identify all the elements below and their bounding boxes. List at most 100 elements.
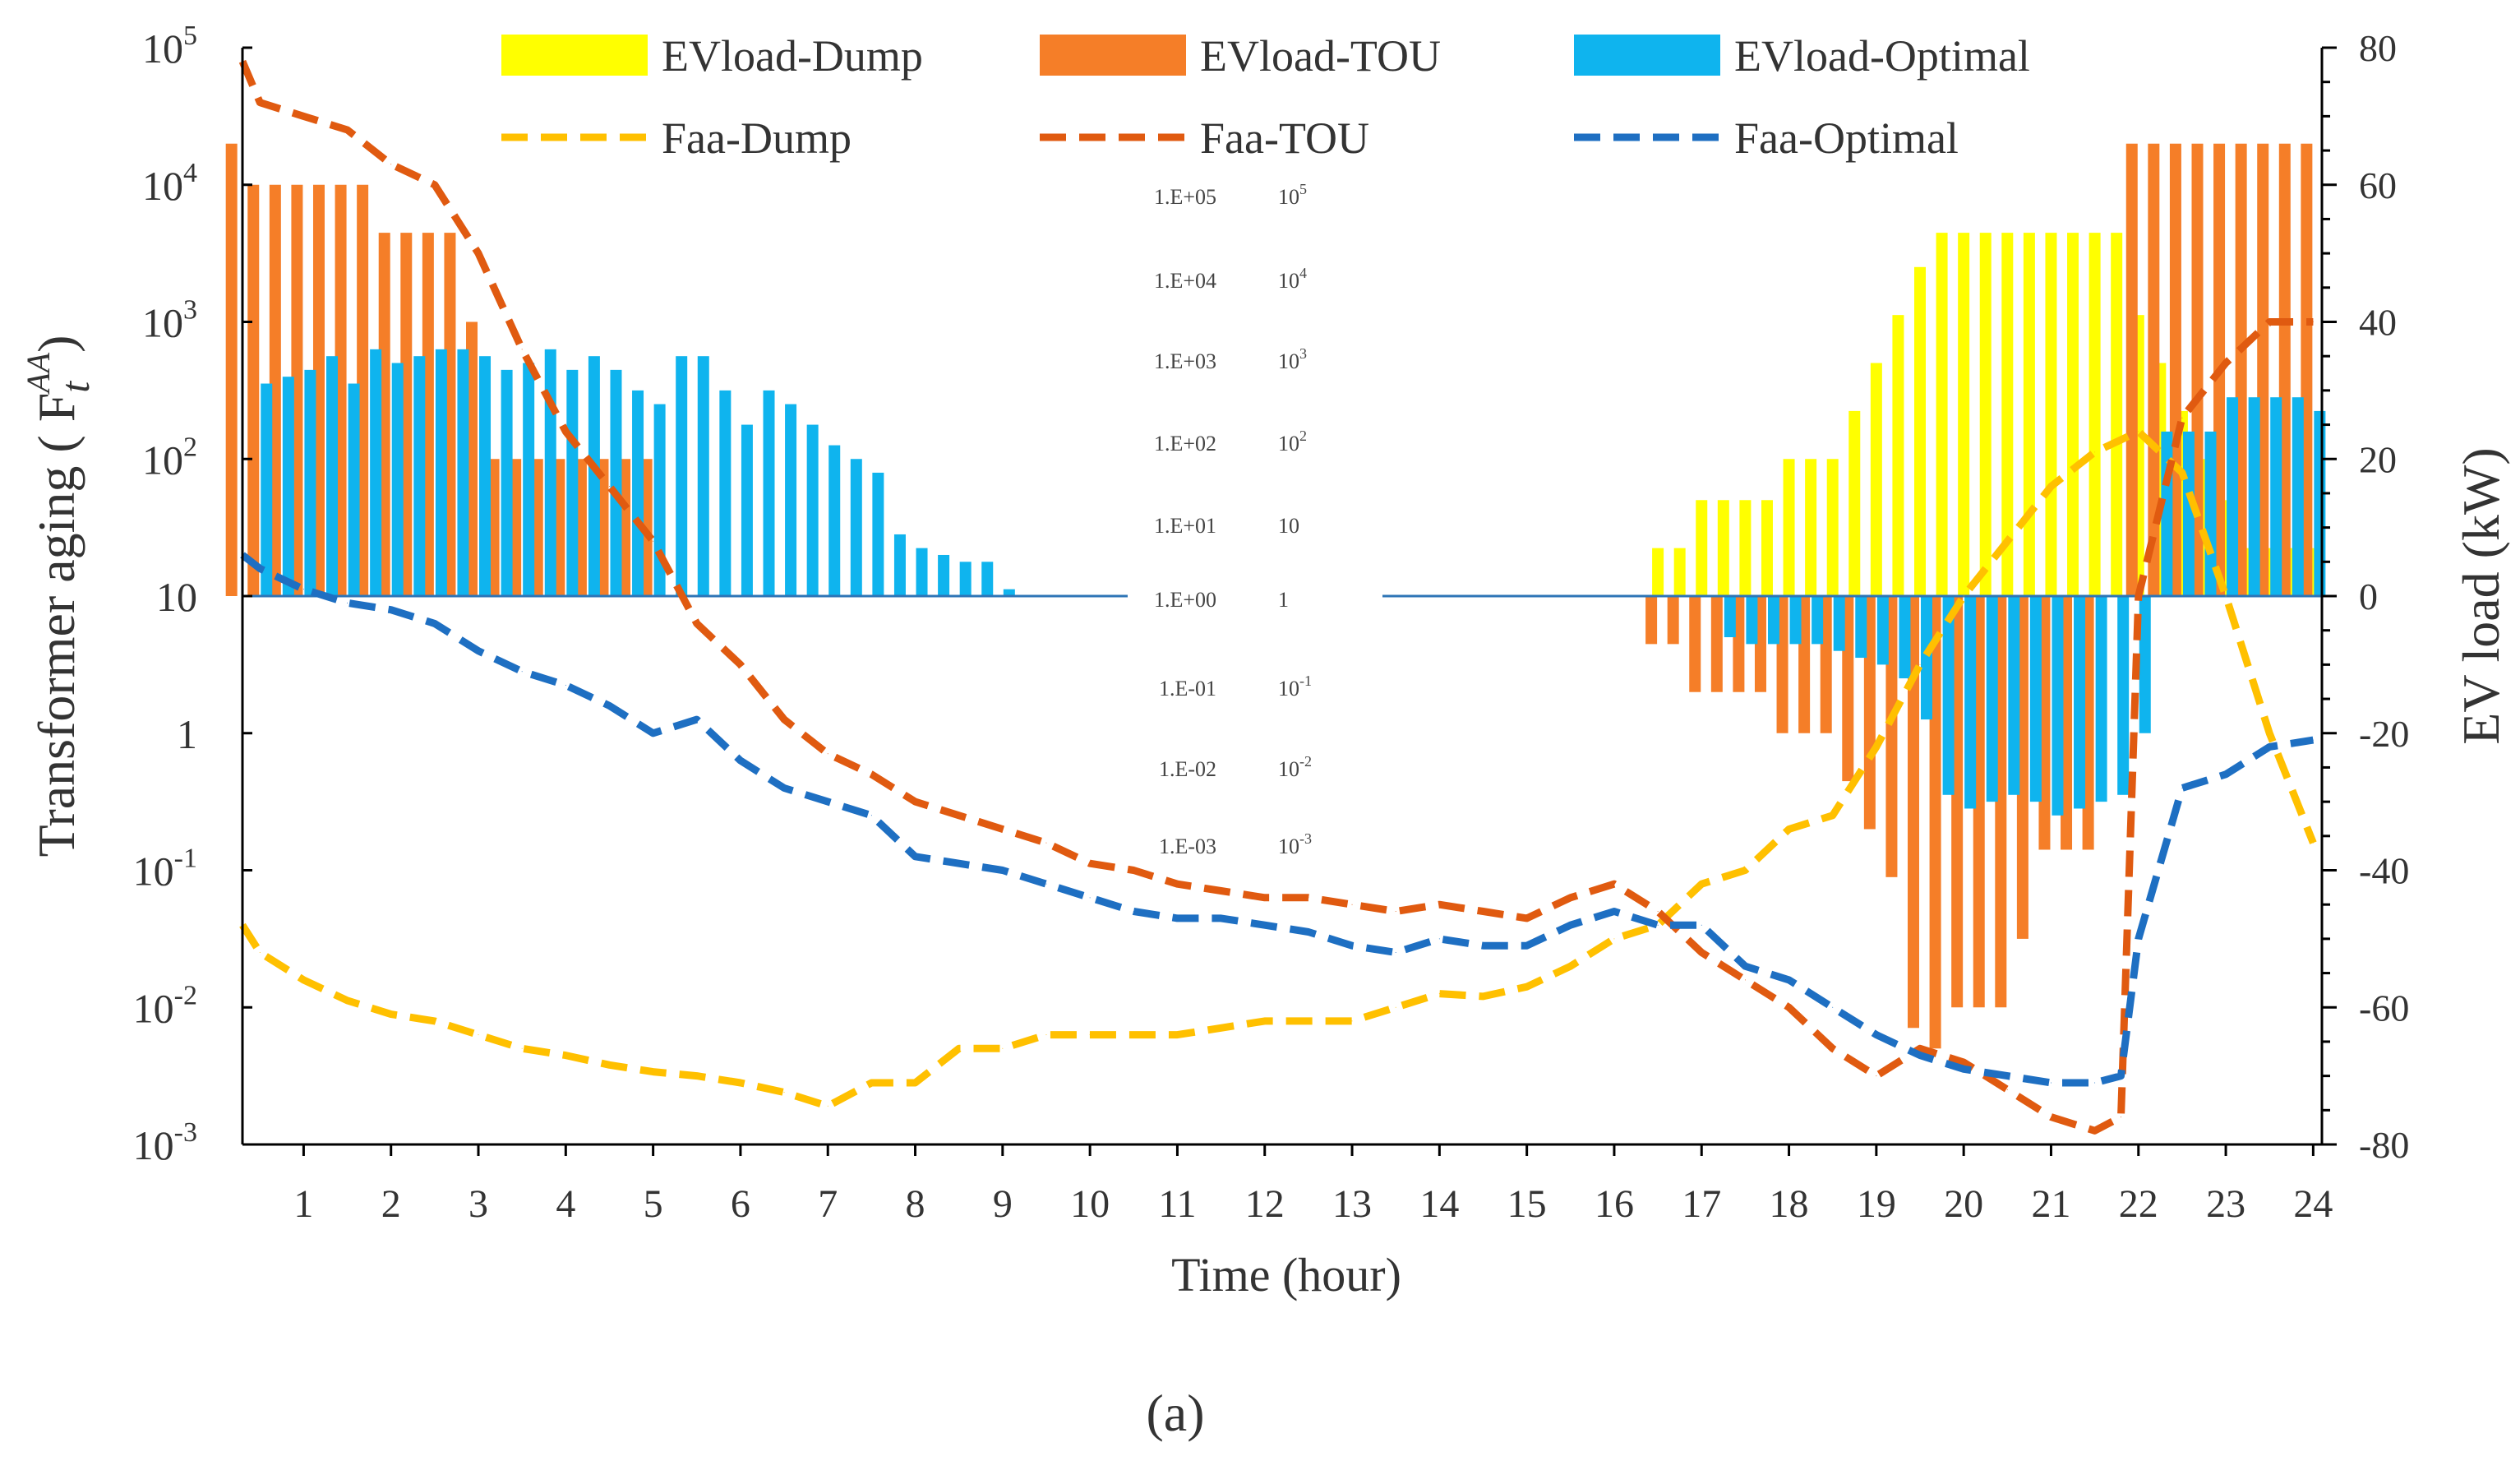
point-faa-tou <box>958 815 960 816</box>
point-faa-dump <box>347 1000 348 1001</box>
x-tick-label: 13 <box>1332 1182 1372 1226</box>
bar-evload-optimal <box>1942 596 1955 795</box>
y-right-tick-label: -80 <box>2359 1124 2409 1166</box>
y-left-tick-label: 105 <box>142 21 197 72</box>
bar-evload-tou <box>1645 596 1658 645</box>
bar-evload-dump <box>1826 459 1839 596</box>
y-left-tick-label: 10-1 <box>133 844 197 895</box>
point-faa-dump <box>958 1047 960 1049</box>
point-faa-tou <box>2312 321 2314 322</box>
x-tick-label: 21 <box>2031 1182 2070 1226</box>
legend-label-evload-dump: EVload-Dump <box>662 31 923 81</box>
overlay-sci-label: 1.E-01 <box>1159 677 1216 700</box>
overlay-sci-label: 1.E-03 <box>1159 835 1216 858</box>
point-faa-optimal <box>1438 938 1440 940</box>
bar-evload-tou <box>1776 596 1788 733</box>
point-faa-tou <box>2006 1089 2008 1090</box>
y-left-tick-label: 10-2 <box>133 980 197 1031</box>
y-right-tick-label: -20 <box>2359 713 2409 755</box>
axes-layer: 10510410310210110-110-210-3806040200-20-… <box>133 21 2410 1226</box>
legend-swatch-evload-tou <box>1040 35 1186 76</box>
x-tick-label: 4 <box>556 1182 575 1226</box>
point-faa-optimal <box>1264 924 1266 926</box>
bar-evload-optimal <box>1833 596 1845 651</box>
bar-evload-optimal <box>282 377 294 596</box>
bar-evload-optimal <box>261 383 273 596</box>
point-faa-dump <box>1701 883 1702 885</box>
bar-evload-tou <box>2061 596 2073 850</box>
overlay-sci-label: 1.E+01 <box>1154 514 1216 538</box>
bar-evload-tou <box>619 459 631 596</box>
y-left-tick-label: 103 <box>142 295 197 346</box>
bar-evload-tou <box>1754 596 1766 692</box>
bar-evload-optimal <box>588 356 600 596</box>
point-faa-tou <box>1089 862 1091 864</box>
point-faa-optimal <box>2006 1075 2008 1077</box>
point-faa-tou <box>1919 1047 1921 1049</box>
overlay-pow-label: 10-3 <box>1278 830 1312 858</box>
bar-evload-optimal <box>785 404 797 596</box>
point-faa-dump <box>1002 1047 1004 1049</box>
y-axis-label-right: EV load (kW) <box>2452 447 2510 744</box>
legend-layer: EVload-Dump EVload-TOU EVload-Optimal Faa-D… <box>501 31 2030 163</box>
bar-evload-optimal <box>370 349 382 596</box>
bar-evload-tou <box>335 184 347 596</box>
bar-evload-tou <box>1863 596 1876 830</box>
bar-evload-optimal <box>2117 596 2130 795</box>
bar-evload-dump <box>1979 233 1992 596</box>
bar-evload-optimal <box>2008 596 2020 795</box>
bar-evload-tou <box>2235 143 2247 597</box>
bar-evload-dump <box>1783 459 1795 596</box>
bar-evload-tou <box>291 184 303 596</box>
bar-evload-tou <box>2038 596 2051 850</box>
bar-evload-optimal <box>1921 596 1933 720</box>
point-faa-optimal <box>870 815 872 816</box>
x-tick-label: 3 <box>468 1182 488 1226</box>
point-faa-optimal <box>1701 924 1702 926</box>
bar-evload-optimal <box>457 349 469 596</box>
point-faa-dump <box>1351 1020 1353 1022</box>
bar-evload-optimal <box>676 356 688 596</box>
point-faa-dump <box>1919 663 1921 665</box>
point-faa-optimal <box>1133 911 1134 913</box>
y-left-tick-label: 102 <box>142 432 197 483</box>
y-right-tick-label: 40 <box>2359 302 2397 344</box>
bar-evload-dump <box>1936 233 1948 596</box>
line-faa-tou <box>238 59 2314 1135</box>
y-axis-label-left: Transformer aging ( FtAA) <box>20 335 98 858</box>
point-faa-optimal <box>1002 870 1004 871</box>
bar-evload-tou <box>2016 596 2028 939</box>
point-faa-optimal <box>608 705 610 706</box>
bar-evload-optimal <box>1876 596 1889 665</box>
bar-evload-optimal <box>938 554 950 596</box>
bar-evload-dump <box>1673 548 1686 596</box>
bar-evload-dump <box>1717 500 1729 596</box>
overlay-pow-label: 1 <box>1278 588 1289 612</box>
point-faa-dump <box>1438 993 1440 995</box>
bar-evload-tou <box>2148 143 2160 597</box>
bar-evload-optimal <box>2074 596 2086 809</box>
point-faa-tou <box>1701 952 1702 954</box>
point-faa-tou <box>1744 979 1746 981</box>
point-faa-tou <box>1657 911 1659 913</box>
point-faa-tou <box>1176 883 1178 885</box>
bar-evload-tou <box>312 184 325 596</box>
point-faa-optimal <box>390 609 392 611</box>
point-faa-optimal <box>2050 1082 2052 1084</box>
legend-swatch-evload-optimal <box>1574 35 1720 76</box>
bar-evload-optimal <box>872 472 884 596</box>
bar-evload-optimal <box>1724 596 1736 638</box>
point-faa-optimal <box>915 856 916 858</box>
point-faa-optimal <box>1482 945 1484 946</box>
bar-evload-optimal <box>1003 589 1015 596</box>
bar-evload-dump <box>2111 233 2123 596</box>
bar-evload-optimal <box>2227 397 2239 596</box>
point-faa-dump <box>915 1082 916 1084</box>
point-faa-dump <box>302 979 304 981</box>
point-faa-dump <box>1264 1020 1266 1022</box>
bar-evload-optimal <box>741 424 753 596</box>
overlay-background <box>1128 177 1382 892</box>
bar-evload-optimal <box>1746 596 1758 645</box>
y-right-tick-label: -40 <box>2359 850 2409 892</box>
bar-evload-tou <box>487 459 500 596</box>
